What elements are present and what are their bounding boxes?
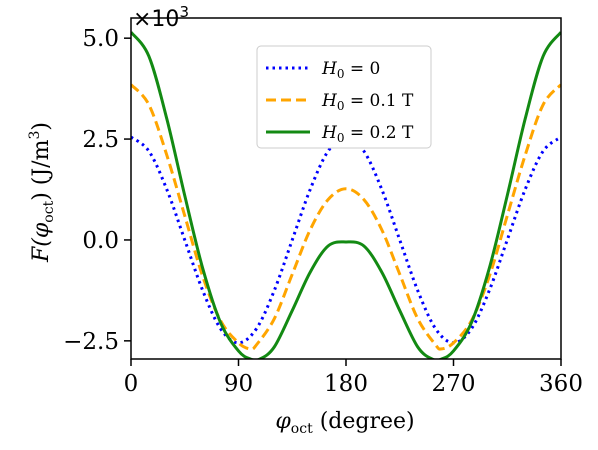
legend-label-2: H0 = 0.1 T — [321, 91, 414, 113]
series-line-3 — [131, 31, 561, 359]
series-line-1 — [131, 135, 561, 345]
y-tick-label-2: 0.0 — [82, 228, 119, 254]
x-axis-label: φoct (degree) — [275, 409, 414, 437]
legend-items: H0 = 0 H0 = 0.1 T H0 = 0.2 T — [266, 59, 414, 145]
tick-layer: 0 90 180 270 360 5.0 2.5 0.0 −2.5 — [63, 26, 583, 397]
legend: H0 = 0 H0 = 0.1 T H0 = 0.2 T — [256, 45, 432, 149]
y-scale-label: ×103 — [133, 3, 189, 32]
legend-label-3: H0 = 0.2 T — [321, 123, 414, 145]
x-tick-label-270: 270 — [432, 371, 476, 397]
y-tick-label-1: 2.5 — [82, 127, 119, 153]
legend-label-1: H0 = 0 — [321, 59, 380, 81]
x-tick-label-360: 360 — [539, 371, 583, 397]
y-axis-label: F(φoct) (J/m3) — [27, 122, 57, 263]
x-tick-label-90: 90 — [224, 371, 253, 397]
series-layer — [131, 31, 561, 359]
y-tick-label-3: −2.5 — [63, 329, 119, 355]
x-tick-label-180: 180 — [324, 371, 368, 397]
y-tick-label-0: 5.0 — [82, 26, 119, 52]
legend-box — [256, 45, 432, 149]
x-tick-label-0: 0 — [124, 371, 139, 397]
